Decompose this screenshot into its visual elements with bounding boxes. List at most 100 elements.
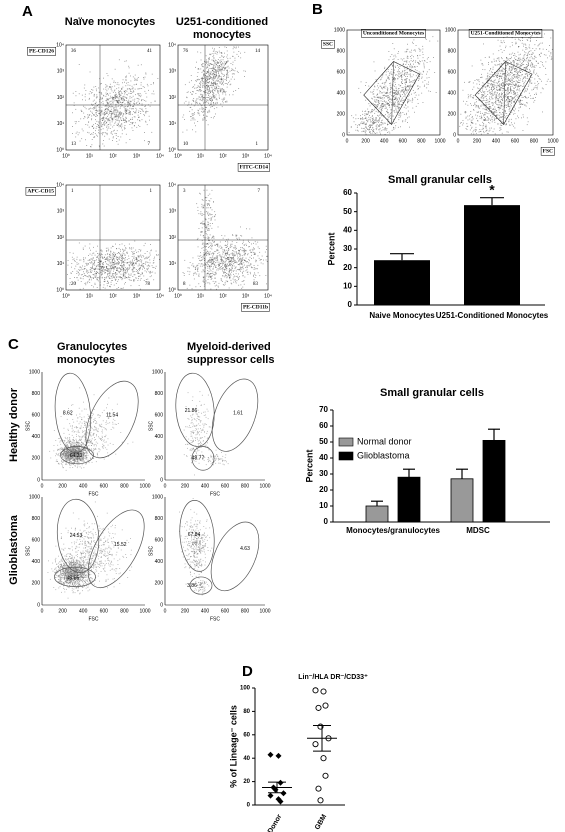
- event: [107, 250, 109, 252]
- event: [531, 63, 533, 65]
- event: [521, 117, 522, 119]
- event: [83, 258, 84, 260]
- event: [407, 101, 409, 103]
- event: [106, 101, 108, 103]
- event: [129, 107, 131, 109]
- event: [116, 111, 118, 113]
- event: [220, 258, 222, 260]
- event: [113, 109, 115, 111]
- event: [253, 257, 254, 259]
- event: [373, 123, 375, 124]
- event: [89, 262, 91, 263]
- event: [203, 271, 205, 273]
- event: [115, 107, 117, 109]
- y-tick-label: 200: [337, 111, 346, 117]
- event: [215, 96, 217, 98]
- event: [126, 98, 128, 99]
- event: [205, 219, 207, 221]
- event: [213, 263, 214, 265]
- event: [144, 132, 145, 133]
- event: [210, 106, 212, 108]
- event: [213, 241, 215, 243]
- event: [220, 71, 222, 73]
- event: [205, 263, 206, 265]
- event: [500, 76, 501, 77]
- event: [388, 98, 390, 100]
- event: [393, 102, 395, 104]
- event: [122, 258, 123, 260]
- event: [231, 263, 233, 265]
- event: [234, 245, 236, 246]
- event: [515, 77, 517, 79]
- event: [115, 283, 117, 284]
- event: [222, 263, 224, 264]
- event: [397, 105, 399, 107]
- event: [101, 118, 103, 119]
- event: [522, 79, 524, 81]
- event: [210, 73, 212, 74]
- event: [248, 246, 250, 247]
- event: [234, 262, 235, 264]
- event: [423, 64, 425, 66]
- event: [207, 87, 209, 89]
- event: [225, 254, 227, 255]
- event: [379, 85, 381, 87]
- event: [120, 97, 122, 99]
- event: [420, 72, 422, 74]
- event: [199, 86, 200, 88]
- event: [202, 94, 204, 96]
- event: [403, 99, 405, 101]
- event: [381, 122, 383, 124]
- event: [249, 271, 251, 273]
- event: [208, 203, 210, 205]
- y-tick-label: 10⁴: [56, 182, 64, 188]
- event: [201, 222, 203, 224]
- y-tick-label: 10²: [169, 235, 177, 241]
- event: [203, 74, 204, 76]
- event: [188, 81, 190, 83]
- event: [209, 85, 211, 86]
- event: [85, 139, 86, 141]
- event: [358, 124, 360, 126]
- event: [108, 107, 109, 109]
- event: [110, 87, 112, 89]
- event: [102, 264, 104, 265]
- event: [200, 193, 201, 195]
- event: [383, 87, 385, 88]
- event: [197, 267, 199, 269]
- event: [403, 75, 405, 76]
- event: [134, 274, 136, 276]
- event: [122, 275, 124, 277]
- event: [140, 94, 142, 96]
- event: [109, 265, 111, 267]
- event: [384, 128, 385, 130]
- event: [501, 83, 502, 85]
- event: [394, 69, 395, 71]
- event: [204, 76, 206, 78]
- event: [96, 94, 98, 96]
- event: [127, 105, 128, 107]
- event: [217, 226, 219, 228]
- event: [138, 275, 140, 277]
- event: [108, 114, 110, 116]
- event: [515, 84, 516, 86]
- event: [213, 103, 215, 105]
- event: [405, 114, 407, 116]
- event: [224, 91, 225, 93]
- event: [190, 119, 192, 121]
- event: [84, 283, 86, 284]
- event: [110, 284, 112, 285]
- event: [122, 96, 124, 98]
- event: [219, 68, 220, 70]
- event: [121, 133, 123, 135]
- event: [101, 276, 103, 278]
- event: [414, 69, 416, 71]
- event: [239, 258, 241, 260]
- event: [242, 243, 243, 245]
- event: [223, 256, 225, 258]
- event: [133, 116, 135, 118]
- event: [101, 266, 103, 268]
- event: [526, 57, 528, 59]
- event: [217, 71, 219, 72]
